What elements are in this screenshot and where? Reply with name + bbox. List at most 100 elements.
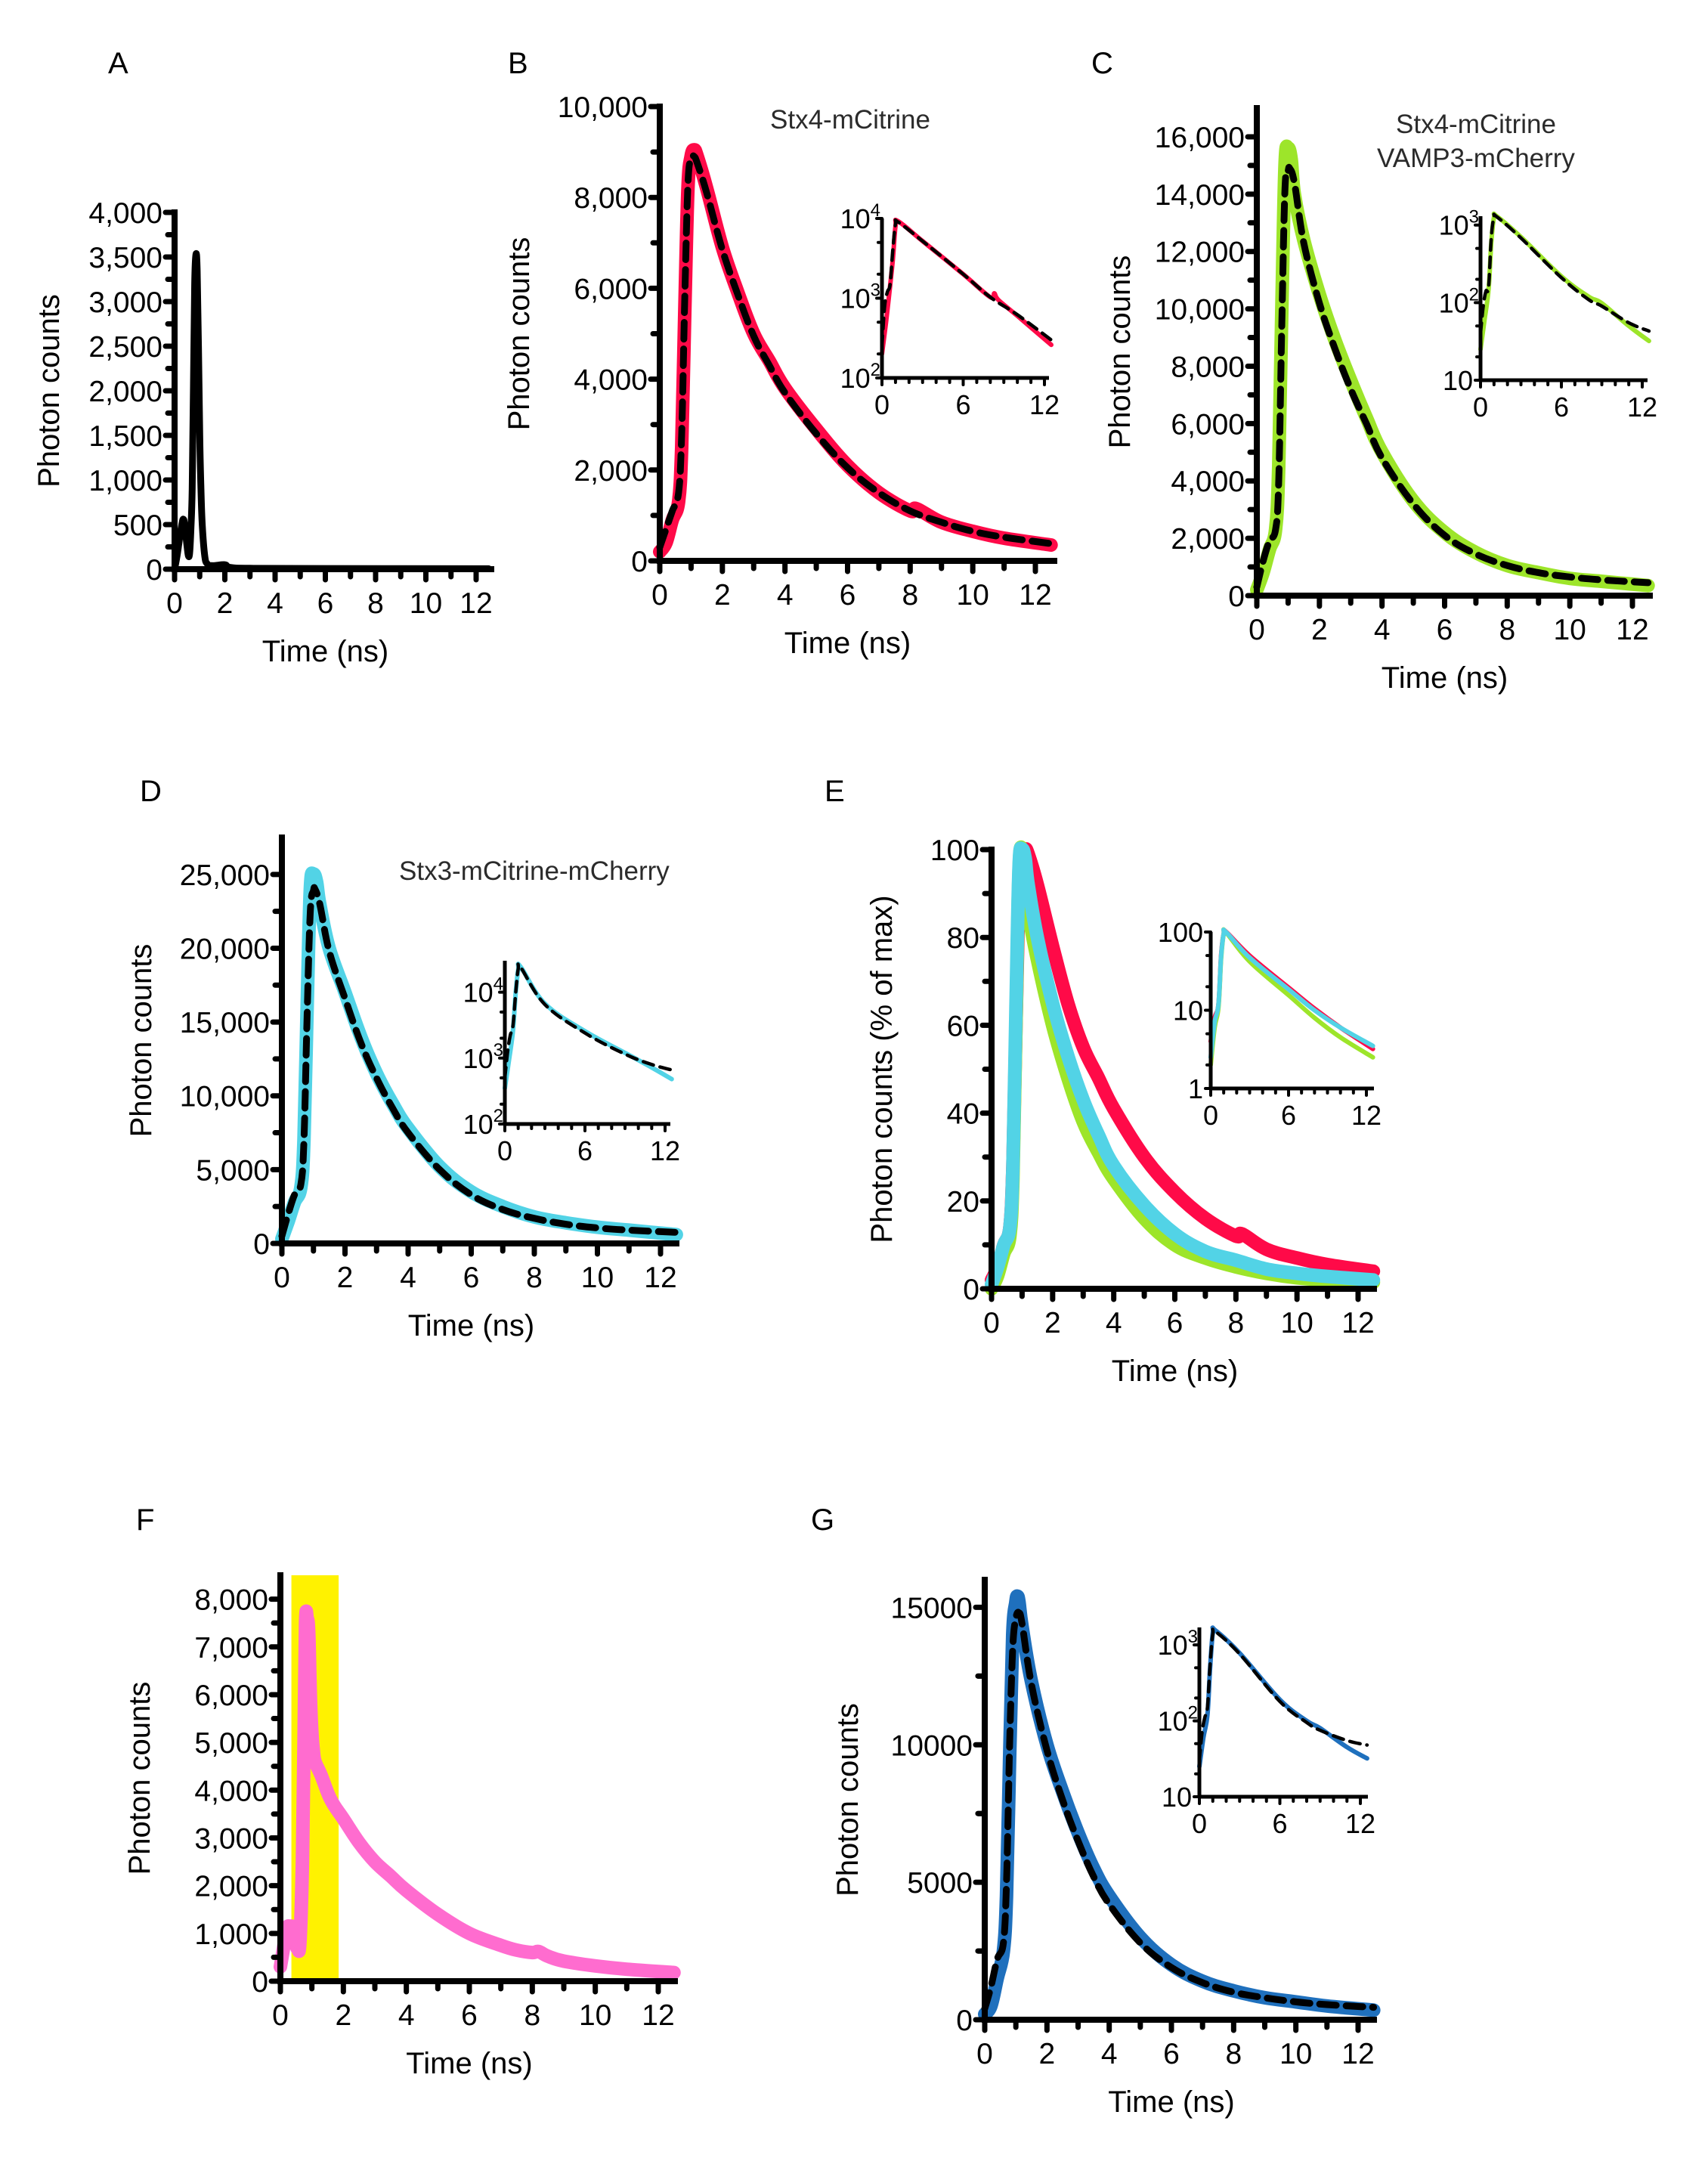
y-axis-label: Photon counts (% of max) <box>865 895 899 1243</box>
inset-y-tick-label: 103 <box>463 1040 503 1074</box>
x-tick-label: 0 <box>651 579 668 612</box>
x-tick-label: 6 <box>1163 2038 1180 2070</box>
y-tick-label: 2,000 <box>574 455 648 488</box>
x-tick-label: 12 <box>1341 2038 1374 2070</box>
y-tick-label: 0 <box>631 546 648 578</box>
y-tick-label: 4,000 <box>1171 466 1245 498</box>
x-axis-label: Time (ns) <box>1112 1355 1238 1388</box>
y-axis-label: Photon counts <box>32 294 66 488</box>
x-tick-label: 10 <box>1553 614 1586 646</box>
y-tick-label: 60 <box>947 1010 979 1042</box>
x-tick-label: 2 <box>1311 614 1328 646</box>
inset-y-tick-label: 100 <box>1158 917 1203 948</box>
x-axis-label: Time (ns) <box>406 2047 532 2080</box>
inset-x-tick-label: 0 <box>1473 392 1488 423</box>
y-tick-label: 6,000 <box>194 1680 268 1712</box>
panel-a: A 0 2 4 6 8 10 12 0 500 1,000 1,500 2,000 2,500 3,000 3… <box>32 47 494 668</box>
inset-y-tick-base: 10 <box>463 1043 494 1074</box>
y-tick-label: 5,000 <box>196 1154 270 1187</box>
series-line-fit <box>656 152 1055 551</box>
panel-c: C 0 2 4 6 8 10 12 0 2,000 4,000 6,000 8,000 10,000 12,… <box>1091 47 1657 695</box>
panel-letter: B <box>508 47 528 80</box>
inset-x-tick-label: 0 <box>497 1135 512 1166</box>
inset-x-tick-label: 6 <box>577 1135 593 1166</box>
y-tick-label: 14,000 <box>1155 179 1245 212</box>
x-tick-label: 2 <box>714 579 731 612</box>
inset-y-tick-base: 10 <box>463 1109 494 1140</box>
x-tick-label: 6 <box>317 587 334 620</box>
x-tick-label: 10 <box>579 1999 611 2032</box>
x-tick-label: 2 <box>1038 2038 1055 2070</box>
inset-y-tick-exponent: 3 <box>871 280 880 301</box>
y-tick-label: 3,500 <box>88 242 162 274</box>
inset-y-tick-label: 102 <box>1439 284 1479 318</box>
inset-x-tick-label: 12 <box>1351 1100 1382 1131</box>
inset-y-tick-base: 10 <box>1158 1706 1188 1737</box>
x-tick-label: 4 <box>1101 2038 1118 2070</box>
y-axis-label: Photon counts <box>125 944 158 1138</box>
x-axis-label: Time (ns) <box>408 1309 534 1342</box>
x-tick-label: 0 <box>983 1307 1000 1339</box>
y-tick-label: 2,000 <box>88 376 162 408</box>
y-tick-label: 25,000 <box>180 859 270 892</box>
inset-y-tick-label: 103 <box>1439 207 1479 241</box>
inset-y-tick-label: 104 <box>463 974 503 1008</box>
x-tick-label: 10 <box>1280 1307 1313 1339</box>
x-axis-label: Time (ns) <box>784 627 911 660</box>
panel-letter: E <box>825 775 845 808</box>
x-tick-label: 4 <box>777 579 794 612</box>
panel-letter: D <box>140 775 162 808</box>
y-tick-label: 15000 <box>891 1592 973 1624</box>
x-tick-label: 10 <box>581 1262 614 1294</box>
y-tick-label: 2,000 <box>194 1871 268 1903</box>
y-tick-label: 0 <box>146 554 162 587</box>
inset-x-tick-label: 6 <box>1281 1100 1296 1131</box>
x-axis-label: Time (ns) <box>262 635 388 668</box>
inset-y-tick-label: 1 <box>1188 1073 1203 1104</box>
series-line-fit <box>1253 163 1652 591</box>
y-tick-label: 8,000 <box>574 182 648 215</box>
x-tick-label: 6 <box>1437 614 1453 646</box>
y-axis-label: Photon counts <box>831 1703 865 1897</box>
inset-y-tick-label: 10 <box>1173 996 1203 1026</box>
inset-y-tick-base: 10 <box>463 977 494 1008</box>
inset-y-tick-label: 103 <box>1158 1627 1198 1661</box>
x-axis-label: Time (ns) <box>1108 2085 1234 2119</box>
inset-y-tick-base: 10 <box>840 283 871 314</box>
inset-y-tick-base: 10 <box>1173 996 1203 1026</box>
inset-y-tick-exponent: 3 <box>1188 1627 1198 1647</box>
inset-y-tick-exponent: 4 <box>871 200 880 221</box>
x-tick-label: 0 <box>976 2038 993 2070</box>
inset-series-line-data <box>1208 927 1375 1060</box>
inset-x-tick-label: 0 <box>1192 1808 1207 1839</box>
y-tick-label: 12,000 <box>1155 237 1245 269</box>
x-tick-label: 8 <box>1499 614 1515 646</box>
y-axis-label: Photon counts <box>1103 255 1137 449</box>
x-tick-label: 4 <box>1374 614 1391 646</box>
panel-letter: F <box>136 1503 154 1537</box>
y-tick-label: 6,000 <box>574 273 648 305</box>
inset-y-tick-exponent: 2 <box>871 360 880 380</box>
y-tick-label: 3,000 <box>194 1822 268 1855</box>
inset-y-tick-label: 102 <box>463 1106 503 1140</box>
x-tick-label: 6 <box>1167 1307 1184 1339</box>
x-tick-label: 2 <box>337 1262 354 1294</box>
y-tick-label: 8,000 <box>194 1584 268 1617</box>
inset-series-line-data <box>1197 1625 1369 1769</box>
y-tick-label: 8,000 <box>1171 351 1245 383</box>
y-tick-label: 40 <box>947 1098 979 1131</box>
y-tick-label: 4,000 <box>194 1775 268 1807</box>
series-line-fit <box>981 1609 1378 2012</box>
y-tick-label: 10,000 <box>558 91 648 124</box>
panel-b: B 0 2 4 6 8 10 12 0 2,000 4,000 6,000 8,000 10,000 Tim… <box>503 47 1060 660</box>
y-tick-label: 2,500 <box>88 331 162 364</box>
inset-y-tick-base: 10 <box>1162 1782 1192 1813</box>
x-tick-label: 8 <box>526 1262 543 1294</box>
x-tick-label: 2 <box>335 1999 351 2032</box>
y-tick-label: 10,000 <box>1155 294 1245 327</box>
inset-x-tick-label: 12 <box>1627 392 1657 423</box>
